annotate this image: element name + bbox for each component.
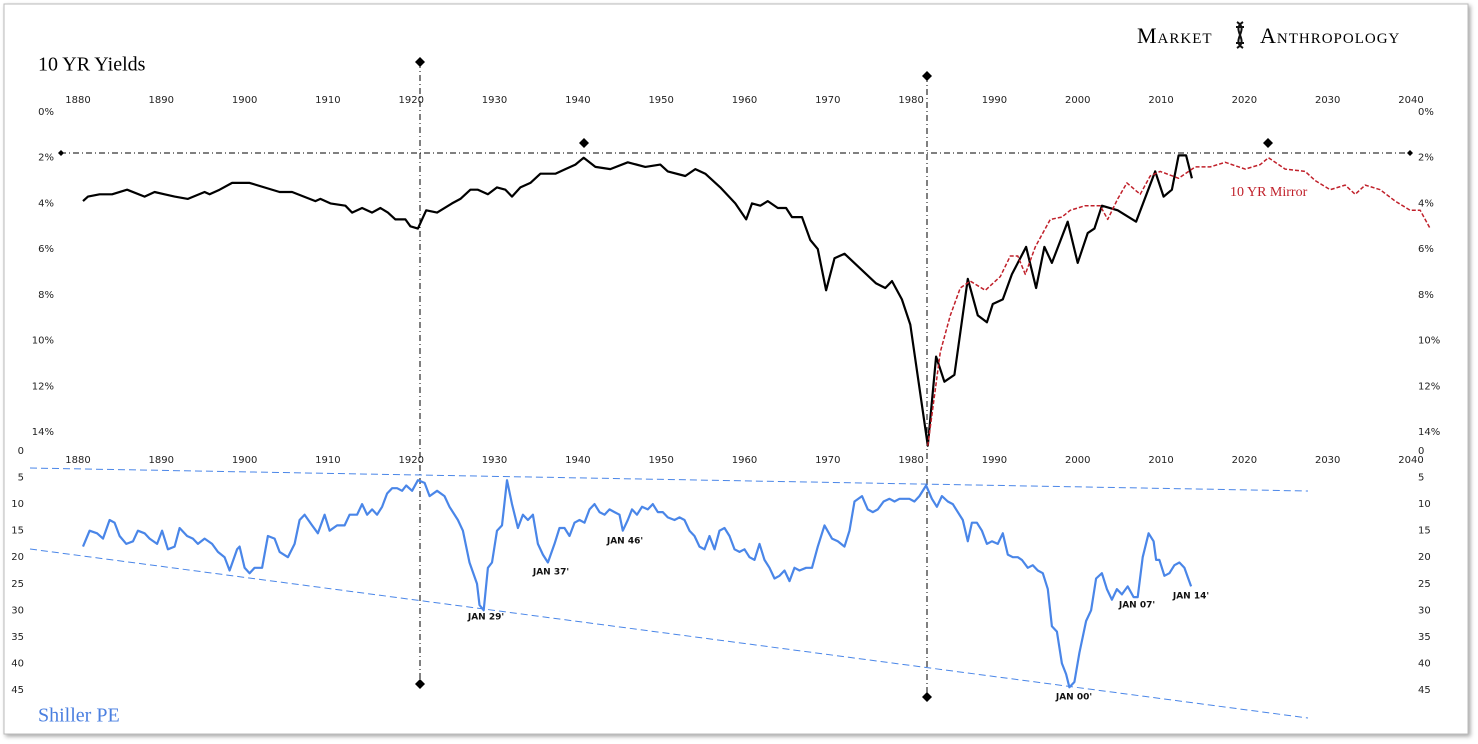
y-tick-label: 10 <box>11 499 24 510</box>
y-tick-label: 5 <box>18 473 24 484</box>
trend-lines <box>29 467 1309 719</box>
y-tick-label: 45 <box>11 685 24 696</box>
y-tick-label: 4% <box>1418 198 1434 209</box>
x-tick-label: 2040 <box>1398 455 1423 466</box>
x-tick-label: 1940 <box>565 455 590 466</box>
x-tick-label: 1910 <box>315 455 340 466</box>
x-tick-label: 1940 <box>565 95 590 106</box>
x-tick-label: 2020 <box>1232 95 1257 106</box>
brand-icon <box>1236 21 1244 49</box>
y-tick-label: 10% <box>32 336 54 347</box>
x-tick-label: 1930 <box>482 455 507 466</box>
x-tick-label: 1950 <box>648 455 673 466</box>
x-tick-label: 1890 <box>149 95 174 106</box>
annotation: JAN 29' <box>467 613 504 623</box>
y-tick-label: 0 <box>1418 446 1424 457</box>
brand-right: Anthropology <box>1260 23 1400 48</box>
y-tick-label: 8% <box>1418 290 1434 301</box>
x-tick-label: 1900 <box>232 95 257 106</box>
x-tick-label: 2000 <box>1065 455 1090 466</box>
diamond-markers <box>58 57 1413 702</box>
y-tick-label: 40 <box>11 658 24 669</box>
chart-title: Shiller PE <box>38 705 120 727</box>
x-tick-label: 1880 <box>65 95 90 106</box>
y-tick-label: 2% <box>1418 153 1434 164</box>
x-tick-label: 1960 <box>732 455 757 466</box>
x-tick-label: 1970 <box>815 95 840 106</box>
y-tick-label: 6% <box>38 244 54 255</box>
y-tick-label: 4% <box>38 198 54 209</box>
annotation: JAN 14' <box>1172 592 1209 602</box>
y-tick-label: 30 <box>11 605 24 616</box>
y-tick-label: 0% <box>1418 107 1434 118</box>
x-tick-label: 1980 <box>898 455 923 466</box>
y-tick-label: 14% <box>32 427 54 438</box>
x-tick-label: 2030 <box>1315 95 1340 106</box>
y-tick-label: 30 <box>1418 605 1431 616</box>
x-tick-label: 1980 <box>898 95 923 106</box>
y-tick-label: 10 <box>1418 499 1431 510</box>
series-line <box>927 156 1431 446</box>
frame <box>3 3 1469 735</box>
series-label: 10 YR Mirror <box>1230 185 1308 200</box>
x-tick-label: 1920 <box>398 95 423 106</box>
x-tick-label: 2040 <box>1398 95 1423 106</box>
x-tick-label: 1880 <box>65 455 90 466</box>
y-tick-label: 0 <box>18 446 24 457</box>
x-tick-label: 1910 <box>315 95 340 106</box>
annotation: JAN 07' <box>1118 601 1155 611</box>
y-tick-label: 25 <box>11 579 24 590</box>
y-tick-label: 6% <box>1418 244 1434 255</box>
x-tick-label: 1990 <box>982 95 1007 106</box>
y-tick-label: 14% <box>1418 427 1440 438</box>
x-tick-label: 1960 <box>732 95 757 106</box>
brand-left: Market <box>1137 23 1213 48</box>
x-tick-label: 2010 <box>1148 95 1173 106</box>
x-tick-label: 2020 <box>1232 455 1257 466</box>
y-tick-label: 8% <box>38 290 54 301</box>
x-tick-label: 2010 <box>1148 455 1173 466</box>
annotation: JAN 46' <box>606 537 643 547</box>
y-tick-label: 10% <box>1418 336 1440 347</box>
x-tick-label: 1890 <box>149 455 174 466</box>
x-tick-label: 1900 <box>232 455 257 466</box>
reference-lines <box>60 62 1410 697</box>
series-line <box>81 479 1193 689</box>
y-tick-label: 20 <box>1418 552 1431 563</box>
x-tick-label: 1950 <box>648 95 673 106</box>
x-tick-label: 1990 <box>982 455 1007 466</box>
annotation: JAN 00' <box>1055 693 1092 703</box>
y-tick-label: 15 <box>1418 526 1431 537</box>
y-tick-label: 12% <box>32 381 54 392</box>
annotation: JAN 37' <box>532 568 569 578</box>
y-tick-label: 20 <box>11 552 24 563</box>
x-tick-label: 1930 <box>482 95 507 106</box>
x-tick-label: 2000 <box>1065 95 1090 106</box>
y-tick-label: 2% <box>38 153 54 164</box>
x-tick-label: 1970 <box>815 455 840 466</box>
y-tick-label: 0% <box>38 107 54 118</box>
y-tick-label: 12% <box>1418 381 1440 392</box>
y-tick-label: 45 <box>1418 685 1431 696</box>
y-tick-label: 35 <box>1418 632 1431 643</box>
series-line <box>82 154 1193 447</box>
x-tick-label: 1920 <box>398 455 423 466</box>
y-tick-label: 35 <box>11 632 24 643</box>
y-tick-label: 5 <box>1418 473 1424 484</box>
y-tick-label: 15 <box>11 526 24 537</box>
y-tick-label: 40 <box>1418 658 1431 669</box>
y-tick-label: 25 <box>1418 579 1431 590</box>
x-tick-label: 2030 <box>1315 455 1340 466</box>
chart-title: 10 YR Yields <box>38 54 146 76</box>
